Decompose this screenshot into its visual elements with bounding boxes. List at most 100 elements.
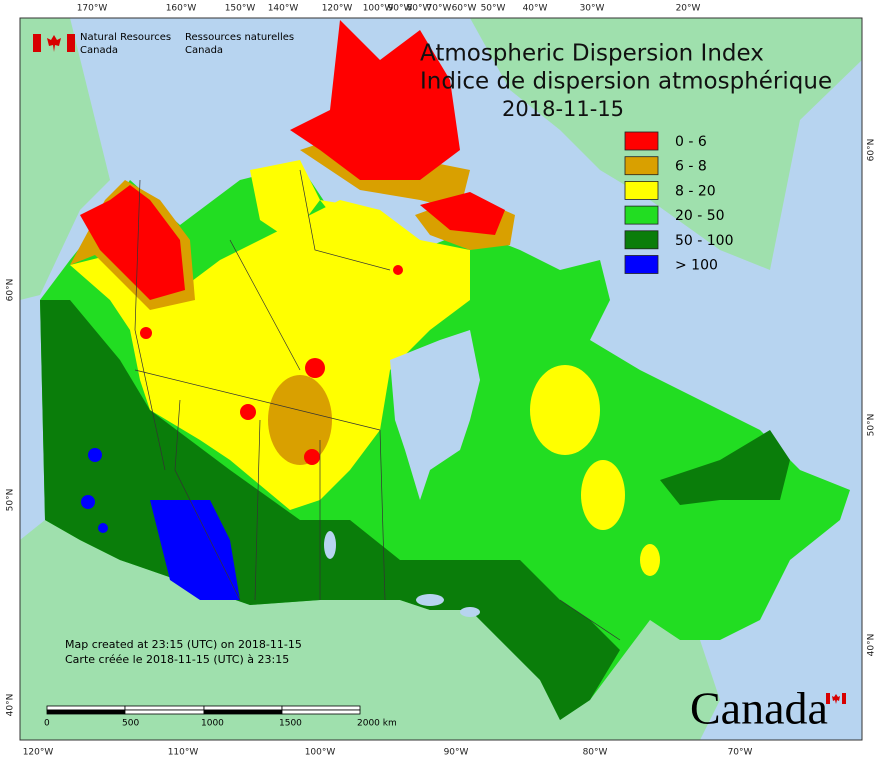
graticule-label: 40°N — [6, 694, 16, 717]
graticule-label: 110°W — [168, 748, 199, 758]
nrcan-signature: Natural Resources Canada Ressources natu… — [33, 32, 294, 56]
scale-segment — [203, 709, 283, 715]
agency-fr: Canada — [185, 45, 223, 56]
region-8-20 — [640, 544, 660, 576]
graticule-label: 90°W — [444, 748, 469, 758]
scale-segment — [281, 705, 361, 711]
graticule-label: 140°W — [268, 4, 299, 14]
graticule-label: 40°N — [867, 634, 877, 657]
note: Map created at 23:15 (UTC) on 2018-11-15 — [65, 638, 302, 651]
graticule-label: 70°W — [427, 4, 452, 14]
scale-segment — [46, 709, 126, 715]
note: Carte créée le 2018-11-15 (UTC) à 23:15 — [65, 653, 289, 666]
region-0-6 — [304, 449, 320, 465]
graticule-label: 150°W — [225, 4, 256, 14]
region-over-100 — [88, 448, 102, 462]
region-0-6 — [305, 358, 325, 378]
legend-swatch — [624, 255, 659, 274]
lake — [324, 531, 336, 559]
title: Atmospheric Dispersion Index — [420, 41, 764, 67]
wordmark: Canada — [690, 683, 846, 734]
greenland — [470, 18, 862, 270]
region-0-6 — [140, 327, 152, 339]
agency-fr: Ressources naturelles — [185, 32, 294, 43]
legend-swatch — [624, 230, 659, 250]
title: Indice de dispersion atmosphérique — [420, 69, 832, 95]
graticule-labels: 170°W 160°W 150°W 140°W 120°W 100°W90°W80°W70… — [6, 4, 877, 758]
scale-label: 1500 — [279, 719, 302, 729]
usa — [20, 520, 720, 740]
legend-label: 6 - 8 — [675, 159, 707, 175]
legend-label: 0 - 6 — [675, 134, 707, 150]
region-8-20 — [530, 365, 600, 455]
legend-swatch — [624, 180, 659, 200]
graticule-label: 160°W — [166, 4, 197, 14]
legend-label: 50 - 100 — [675, 233, 734, 249]
region-over-100 — [150, 500, 240, 600]
legend-label: > 100 — [675, 258, 718, 274]
graticule-label: 20°W — [676, 4, 701, 14]
scale-label: 0 — [44, 719, 50, 729]
graticule-label: 100°W — [305, 748, 336, 758]
scale-segment — [124, 709, 205, 715]
graticule-label: 60°N — [6, 279, 16, 302]
flag-bar — [842, 693, 846, 704]
region-8-20 — [70, 200, 470, 510]
graticule-label: 120°W — [23, 748, 54, 758]
legend-label: 8 - 20 — [675, 183, 716, 199]
flag-leaf — [47, 35, 61, 52]
date: 2018-11-15 — [502, 97, 624, 121]
scale-segment — [124, 705, 205, 711]
canada — [40, 20, 850, 720]
region-0-6 — [290, 20, 460, 180]
frame — [19, 17, 863, 741]
legend: 0 - 6 6 - 8 8 - 20 20 - 50 50 - 100 > 100 — [624, 131, 734, 274]
legend-swatch — [624, 205, 659, 225]
province-borders — [134, 169, 621, 641]
alaska — [20, 18, 110, 300]
graticule-label: 70°W — [728, 748, 753, 758]
region-8-20 — [250, 160, 400, 250]
hudson-bay — [390, 330, 480, 500]
scale-segment — [281, 709, 361, 715]
graticule-label: 50°N — [6, 489, 16, 512]
legend-swatch — [624, 131, 659, 151]
flag-bar — [826, 693, 830, 704]
wordmark-text: Canada — [690, 683, 828, 734]
scale-segment — [46, 705, 126, 711]
scale-segment — [203, 705, 283, 711]
region-over-100 — [81, 495, 95, 509]
lake — [416, 594, 444, 606]
scale-label: 500 — [122, 719, 139, 729]
region-0-6 — [420, 192, 505, 235]
region-0-6 — [80, 185, 185, 300]
flag-bar — [67, 34, 75, 52]
legend-swatch — [624, 156, 659, 176]
agency-en: Canada — [80, 45, 118, 56]
lake — [460, 607, 480, 617]
graticule-label: 120°W — [322, 4, 353, 14]
region-0-6 — [393, 265, 403, 275]
graticule-label: 80°W — [583, 748, 608, 758]
scale-label: 2000 km — [357, 719, 397, 729]
graticule-label: 40°W — [523, 4, 548, 14]
graticule-label: 50°N — [867, 414, 877, 437]
scale-label: 1000 — [201, 719, 224, 729]
scale-bar: 0 500 1000 1500 2000 km — [44, 705, 397, 729]
graticule-label: 50°W — [481, 4, 506, 14]
flag-bar — [33, 34, 41, 52]
legend-label: 20 - 50 — [675, 208, 725, 224]
graticule-label: 100°W — [363, 4, 394, 14]
graticule-label: 80°W — [407, 4, 432, 14]
graticule-label: 90°W — [388, 4, 413, 14]
graticule-label: 60°W — [452, 4, 477, 14]
region-6-8 — [268, 375, 332, 465]
region-50-100 — [660, 430, 790, 505]
graticule-label: 170°W — [77, 4, 108, 14]
region-0-6 — [240, 404, 256, 420]
region-over-100 — [98, 523, 108, 533]
region-8-20 — [581, 460, 625, 530]
agency-en: Natural Resources — [80, 32, 171, 43]
flag-leaf — [832, 694, 840, 704]
